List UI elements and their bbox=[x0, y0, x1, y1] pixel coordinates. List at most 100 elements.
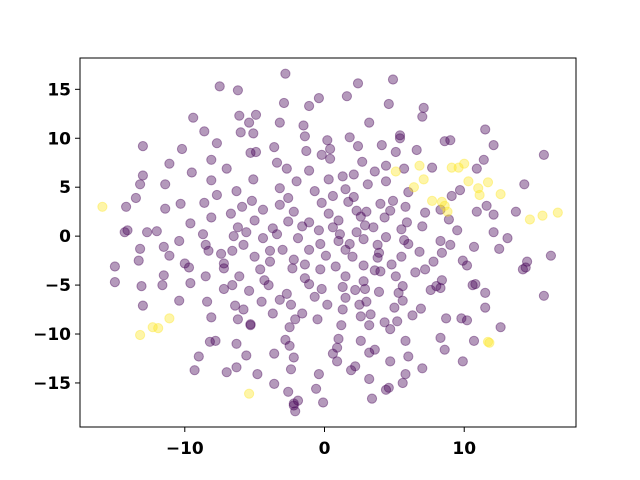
scatter-point bbox=[183, 262, 195, 273]
scatter-point bbox=[439, 344, 450, 355]
scatter-point bbox=[157, 280, 168, 291]
scatter-point bbox=[311, 383, 322, 394]
scatter-point bbox=[188, 112, 199, 123]
scatter-point bbox=[137, 141, 148, 152]
scatter-point bbox=[522, 256, 533, 267]
scatter-point bbox=[197, 229, 209, 240]
scatter-point bbox=[439, 136, 450, 147]
scatter-point bbox=[267, 308, 278, 319]
y-tick-label: −5 bbox=[45, 276, 71, 296]
scatter-point bbox=[457, 356, 468, 367]
scatter-point bbox=[337, 304, 348, 315]
scatter-point bbox=[283, 386, 294, 397]
scatter-point bbox=[337, 281, 348, 293]
scatter-point bbox=[174, 295, 185, 306]
scatter-point bbox=[235, 127, 246, 138]
scatter-point bbox=[340, 184, 351, 195]
scatter-point bbox=[267, 223, 278, 234]
scatter-point bbox=[396, 224, 407, 235]
scatter-point bbox=[304, 165, 315, 176]
scatter-point bbox=[459, 158, 470, 169]
scatter-point bbox=[309, 291, 320, 302]
scatter-point bbox=[238, 239, 249, 250]
scatter-point bbox=[418, 174, 429, 185]
scatter-point bbox=[488, 227, 499, 238]
scatter-point bbox=[241, 350, 252, 361]
scatter-point bbox=[244, 117, 255, 128]
scatter-point bbox=[340, 244, 351, 255]
scatter-point bbox=[299, 131, 310, 142]
scatter-point bbox=[358, 260, 369, 271]
scatter-point bbox=[400, 335, 411, 346]
scatter-point bbox=[470, 279, 481, 290]
scatter-point bbox=[327, 222, 338, 233]
scatter-point bbox=[158, 270, 169, 281]
scatter-point bbox=[297, 308, 308, 319]
scatter-point bbox=[211, 138, 222, 149]
scatter-point bbox=[435, 282, 446, 294]
scatter-point bbox=[249, 251, 260, 262]
scatter-point bbox=[164, 158, 175, 169]
scatter-point bbox=[352, 78, 364, 89]
scatter-point bbox=[206, 212, 217, 223]
scatter-point bbox=[238, 304, 249, 315]
scatter-point bbox=[153, 323, 164, 334]
scatter-point bbox=[216, 248, 227, 259]
scatter-point bbox=[362, 179, 373, 190]
scatter-point bbox=[552, 207, 563, 218]
scatter-point bbox=[427, 162, 438, 173]
scatter-point bbox=[379, 317, 390, 328]
scatter-point bbox=[468, 241, 480, 252]
scatter-point bbox=[364, 320, 375, 331]
scatter-point bbox=[189, 365, 200, 376]
scatter-point bbox=[264, 245, 276, 256]
scatter-point bbox=[325, 143, 336, 155]
scatter-point bbox=[538, 290, 550, 301]
scatter-point bbox=[408, 182, 419, 193]
scatter-point bbox=[344, 238, 355, 250]
scatter-point bbox=[256, 296, 267, 307]
scatter-point bbox=[164, 313, 175, 324]
scatter-point bbox=[427, 195, 438, 206]
scatter-point bbox=[97, 201, 108, 212]
scatter-point bbox=[199, 197, 210, 208]
scatter-point bbox=[380, 232, 392, 243]
scatter-point bbox=[297, 221, 308, 232]
scatter-point bbox=[322, 299, 333, 310]
scatter-point bbox=[390, 146, 401, 158]
scatter-point bbox=[263, 280, 274, 291]
scatter-point bbox=[313, 93, 324, 104]
scatter-point bbox=[269, 348, 280, 359]
scatter-point bbox=[517, 264, 529, 275]
scatter-point bbox=[245, 320, 256, 331]
axes-frame bbox=[79, 57, 577, 428]
scatter-point bbox=[394, 133, 406, 144]
scatter-point bbox=[248, 174, 259, 185]
scatter-point bbox=[287, 263, 298, 274]
scatter-point bbox=[250, 109, 262, 120]
scatter-point bbox=[394, 130, 406, 141]
scatter-point bbox=[225, 208, 236, 219]
scatter-point bbox=[298, 120, 309, 131]
scatter-point bbox=[436, 275, 447, 286]
scatter-point bbox=[280, 68, 291, 79]
scatter-point bbox=[121, 201, 132, 212]
scatter-point bbox=[357, 156, 368, 167]
scatter-point bbox=[390, 166, 401, 177]
scatter-point bbox=[109, 261, 121, 272]
y-axis: −15 −10 −5 0 5 10 15 bbox=[33, 80, 80, 394]
scatter-point bbox=[284, 322, 295, 333]
scatter-point bbox=[204, 336, 215, 347]
scatter-point bbox=[202, 296, 213, 307]
scatter-point bbox=[410, 267, 421, 278]
scatter-point bbox=[185, 218, 196, 229]
scatter-point bbox=[415, 303, 426, 314]
scatter-point bbox=[277, 244, 288, 255]
scatter-point bbox=[218, 258, 229, 269]
scatter-point bbox=[355, 311, 366, 322]
scatter-point bbox=[264, 256, 276, 267]
scatter-point bbox=[218, 263, 229, 274]
scatter-point bbox=[480, 287, 491, 298]
scatter-point bbox=[255, 264, 266, 275]
